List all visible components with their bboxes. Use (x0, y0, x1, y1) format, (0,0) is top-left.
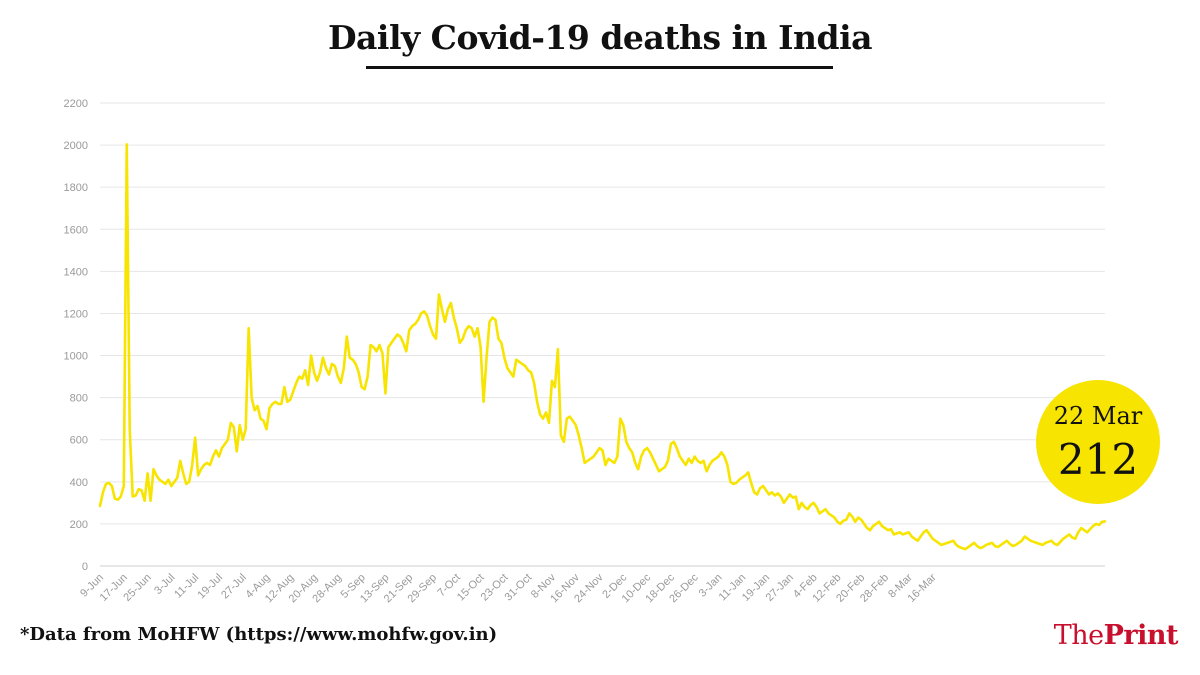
y-tick-label: 400 (70, 477, 88, 489)
y-tick-label: 2000 (64, 140, 88, 152)
source-note: *Data from MoHFW (https://www.mohfw.gov.… (20, 624, 498, 645)
y-tick-label: 0 (82, 561, 88, 573)
y-tick-label: 1800 (64, 182, 88, 194)
y-tick-label: 1000 (64, 351, 88, 363)
y-axis-ticks: 0 200 400 600 800 1000 1200 1400 1600 1800 2000 220… (64, 98, 88, 573)
x-tick-label: 31-Oct (502, 572, 534, 604)
brand-logo-part1: The (1053, 620, 1104, 651)
highlight-badge: 22 Mar 212 (1036, 380, 1160, 504)
y-tick-label: 2200 (64, 98, 88, 110)
chart-grid (100, 102, 1105, 567)
title-underline (366, 66, 833, 69)
x-axis-ticks: 9-Jun17-Jun25-Jun3-Jul11-Jul19-Jul27-Jul… (78, 571, 939, 605)
y-tick-label: 800 (70, 393, 88, 405)
y-tick-label: 200 (70, 519, 88, 531)
chart-title: Daily Covid-19 deaths in India (327, 18, 873, 57)
x-tick-label: 19-Jul (195, 572, 225, 602)
brand-logo: ThePrint (1053, 620, 1179, 651)
y-tick-label: 600 (70, 435, 88, 447)
highlight-value: 212 (1058, 435, 1138, 484)
y-tick-label: 1400 (64, 266, 88, 278)
y-tick-label: 1200 (64, 308, 88, 320)
series-line-daily-deaths (98, 143, 1107, 551)
brand-logo-part2: Print (1103, 620, 1179, 651)
highlight-badge-circle (1036, 380, 1160, 504)
highlight-date: 22 Mar (1054, 402, 1143, 430)
x-tick-label: 11-Jul (172, 572, 201, 601)
y-tick-label: 1600 (64, 224, 88, 236)
x-tick-label: 27-Jul (219, 572, 249, 602)
